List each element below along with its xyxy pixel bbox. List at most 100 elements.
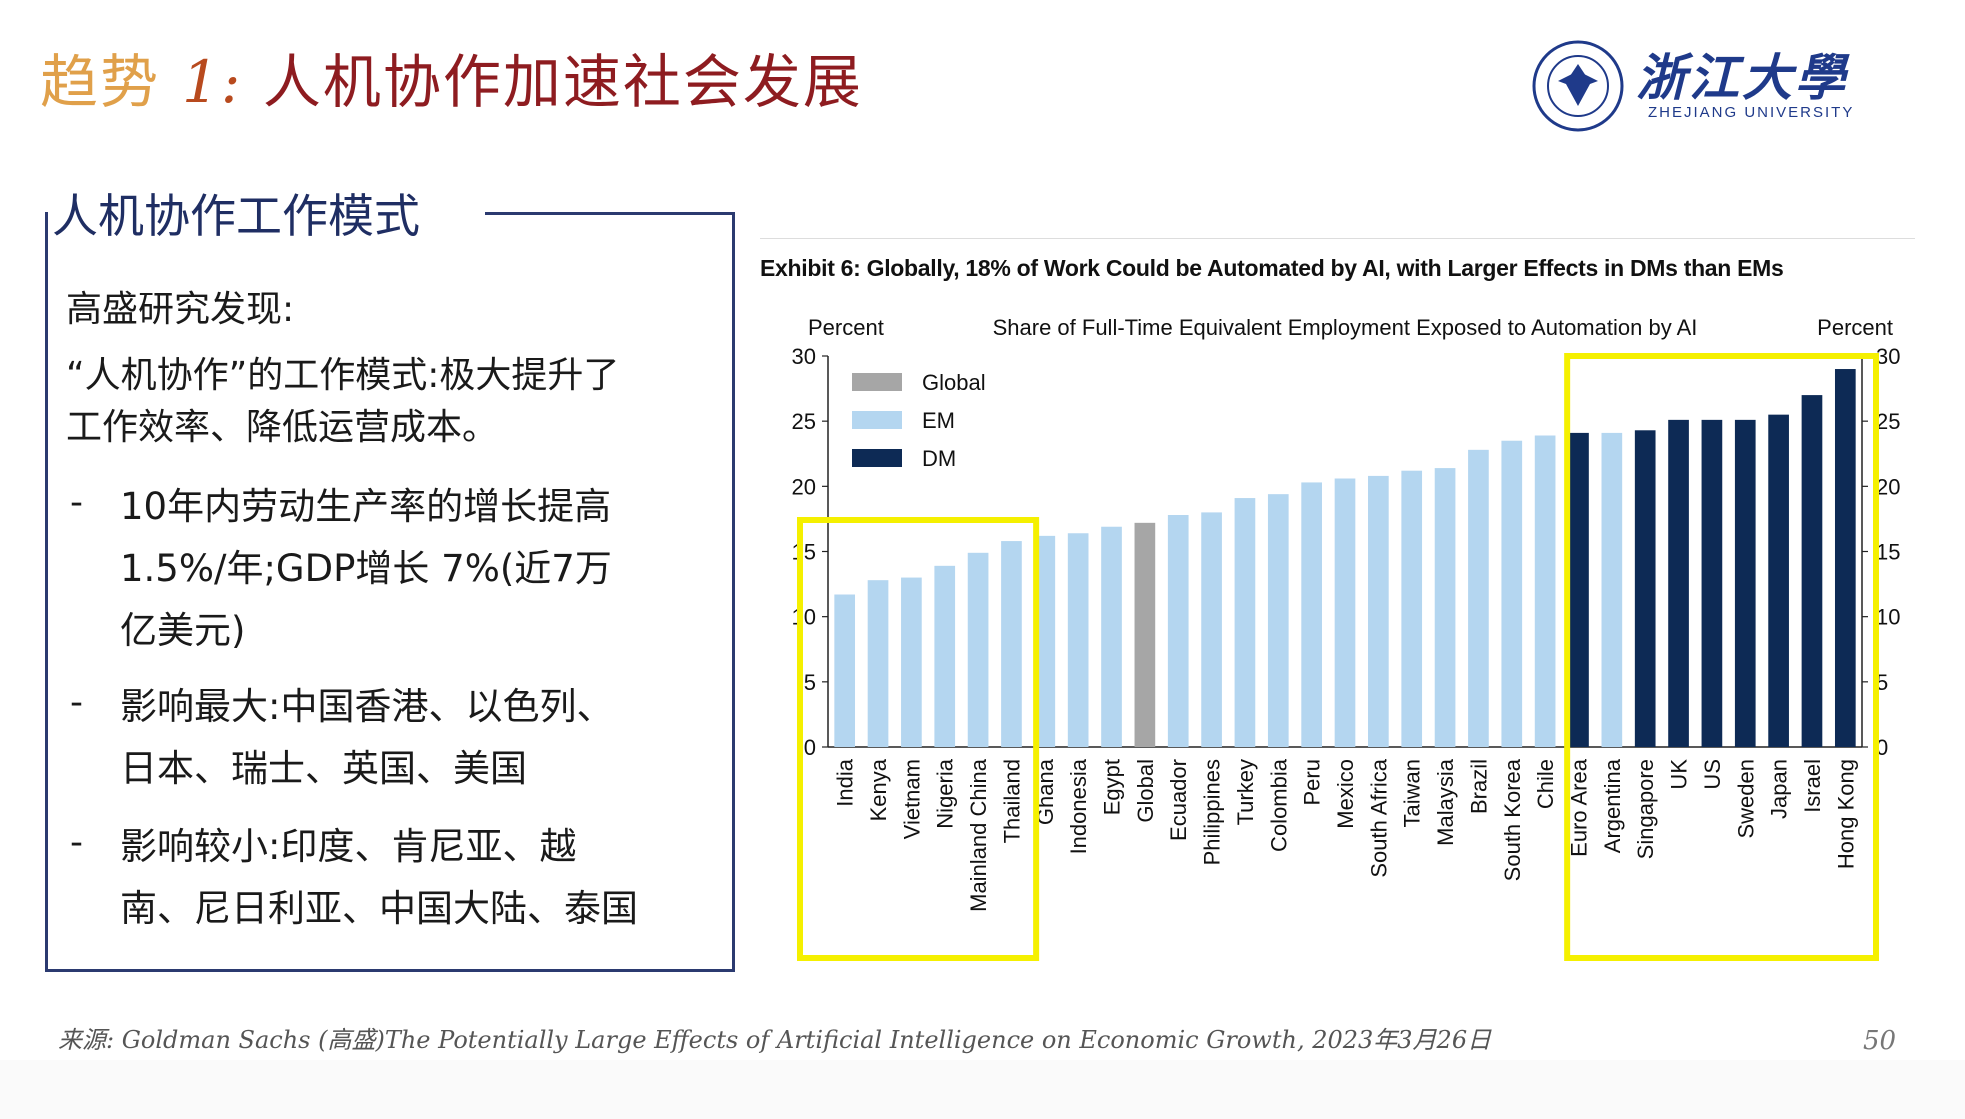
bar-ghana [1034,535,1056,747]
highlight-box-low [797,517,1040,961]
y-axis-label-left: Percent [808,315,884,340]
x-tick-label: Philippines [1200,759,1225,865]
bar-nigeria [934,565,956,747]
y-tick-label-right: 20 [1876,474,1900,499]
x-tick-label: Japan [1767,759,1792,819]
university-seal-icon [1532,40,1624,132]
legend-label-global: Global [922,370,986,395]
x-tick-label: Brazil [1466,759,1491,814]
bar-uk [1668,419,1689,747]
legend-swatch-em [852,411,902,429]
y-tick-label-left: 25 [792,409,816,434]
bar-vietnam [901,577,922,747]
university-logo: 浙江大學 ZHEJIANG UNIVERSITY [1528,36,1928,136]
bar-sweden [1734,419,1756,747]
legend-swatch-global [852,373,902,391]
intro-line-2: “人机协作”的工作模式:极大提升了 [66,355,620,396]
x-tick-label: India [833,758,858,806]
bullet-2-line-1: 影响最大:中国香港、以色列、 [120,685,614,728]
x-tick-label: Kenya [866,758,891,821]
bar-singapore [1634,430,1656,747]
highlight-box-high [1564,353,1880,961]
x-tick-label: Argentina [1600,758,1625,853]
bullet-1-line-3: 亿美元) [120,609,246,652]
bar-turkey [1234,498,1256,747]
x-tick-label: Thailand [999,759,1024,843]
x-tick-label: Nigeria [933,758,958,828]
legend-label-em: EM [922,408,955,433]
logo-chinese: 浙江大學 [1636,48,1848,107]
bar-hong-kong [1834,369,1856,747]
bar-egypt [1101,526,1122,747]
bar-indonesia [1067,533,1089,747]
panel-heading: 人机协作工作模式 [52,189,420,243]
logo-english: ZHEJIANG UNIVERSITY [1648,104,1855,121]
intro-line-3: 工作效率、降低运营成本。 [66,407,499,448]
bar-philippines [1201,512,1222,747]
y-tick-label-right: 10 [1876,605,1900,630]
x-tick-label: Sweden [1733,759,1758,839]
x-tick-label: South Africa [1366,758,1391,877]
bullet-3: 影响较小:印度、肯尼亚、越 南、尼日利亚、中国大陆、泰国 [120,816,638,940]
x-tick-label: Mainland China [966,758,991,912]
bullet-2-line-2: 日本、瑞士、英国、美国 [120,747,527,790]
x-tick-label: Indonesia [1066,758,1091,854]
bullet-marker-2: - [70,682,83,723]
intro-text: 高盛研究发现: “人机协作”的工作模式:极大提升了 工作效率、降低运营成本。 [66,284,619,454]
bar-thailand [1001,541,1022,747]
panel-top-rule [485,212,735,215]
y-tick-label-right: 0 [1876,735,1888,760]
x-tick-label: Mexico [1333,759,1358,829]
chart-title: Exhibit 6: Globally, 18% of Work Could b… [760,255,1784,281]
bar-brazil [1468,449,1489,747]
x-tick-label: UK [1667,759,1692,790]
legend-swatch-dm [852,449,902,467]
y-tick-label-left: 30 [792,344,816,369]
y-tick-label-left: 0 [804,735,816,760]
x-tick-label: Chile [1533,759,1558,809]
x-tick-label: Vietnam [899,759,924,839]
bar-colombia [1267,494,1289,747]
title-number: 1: [182,48,243,116]
x-tick-label: Turkey [1233,759,1258,825]
bullet-3-line-2: 南、尼日利亚、中国大陆、泰国 [120,887,638,930]
bullet-1-line-2: 1.5%/年;GDP增长 7%(近7万 [120,547,612,590]
bar-peru [1301,482,1322,747]
y-axis-label-right: Percent [1817,315,1893,340]
x-tick-label: Taiwan [1400,759,1425,827]
bar-argentina [1601,432,1623,747]
page-number: 50 [1863,1026,1897,1056]
bullet-1-line-1: 10年内劳动生产率的增长提高 [120,485,612,528]
x-tick-label: Ecuador [1166,759,1191,841]
x-tick-label: US [1700,759,1725,790]
bar-euro-area [1568,432,1589,747]
x-tick-label: Israel [1800,759,1825,813]
bar-israel [1801,395,1823,747]
chart-subtitle: Share of Full-Time Equivalent Employment… [993,315,1698,340]
x-tick-label: Colombia [1266,758,1291,852]
bar-kenya [867,580,889,747]
bullet-2: 影响最大:中国香港、以色列、 日本、瑞士、英国、美国 [120,676,613,800]
y-tick-label-left: 10 [792,605,816,630]
bar-malaysia [1434,468,1456,747]
x-tick-label: South Korea [1500,758,1525,881]
x-tick-label: Malaysia [1433,758,1458,846]
bar-chart: Percent Share of Full-Time Equivalent Emp… [792,315,1900,961]
source-citation: 来源: Goldman Sachs (高盛)The Potentially La… [58,1026,1492,1054]
bar-india [834,594,856,747]
bar-us [1701,419,1723,747]
y-tick-label-left: 20 [792,474,816,499]
bar-global [1134,522,1156,747]
bar-mexico [1334,478,1356,747]
bar-japan [1768,414,1789,747]
x-tick-label: Singapore [1633,759,1658,859]
bar-mainland-china [967,552,989,747]
legend-label-dm: DM [922,446,956,471]
bottom-band [0,1060,1965,1119]
intro-line-1: 高盛研究发现: [66,289,295,330]
y-tick-label-right: 5 [1876,670,1888,695]
y-tick-label-left: 5 [804,670,816,695]
bar-taiwan [1401,470,1423,747]
y-tick-label-right: 15 [1876,540,1900,565]
bar-south-korea [1501,440,1523,747]
